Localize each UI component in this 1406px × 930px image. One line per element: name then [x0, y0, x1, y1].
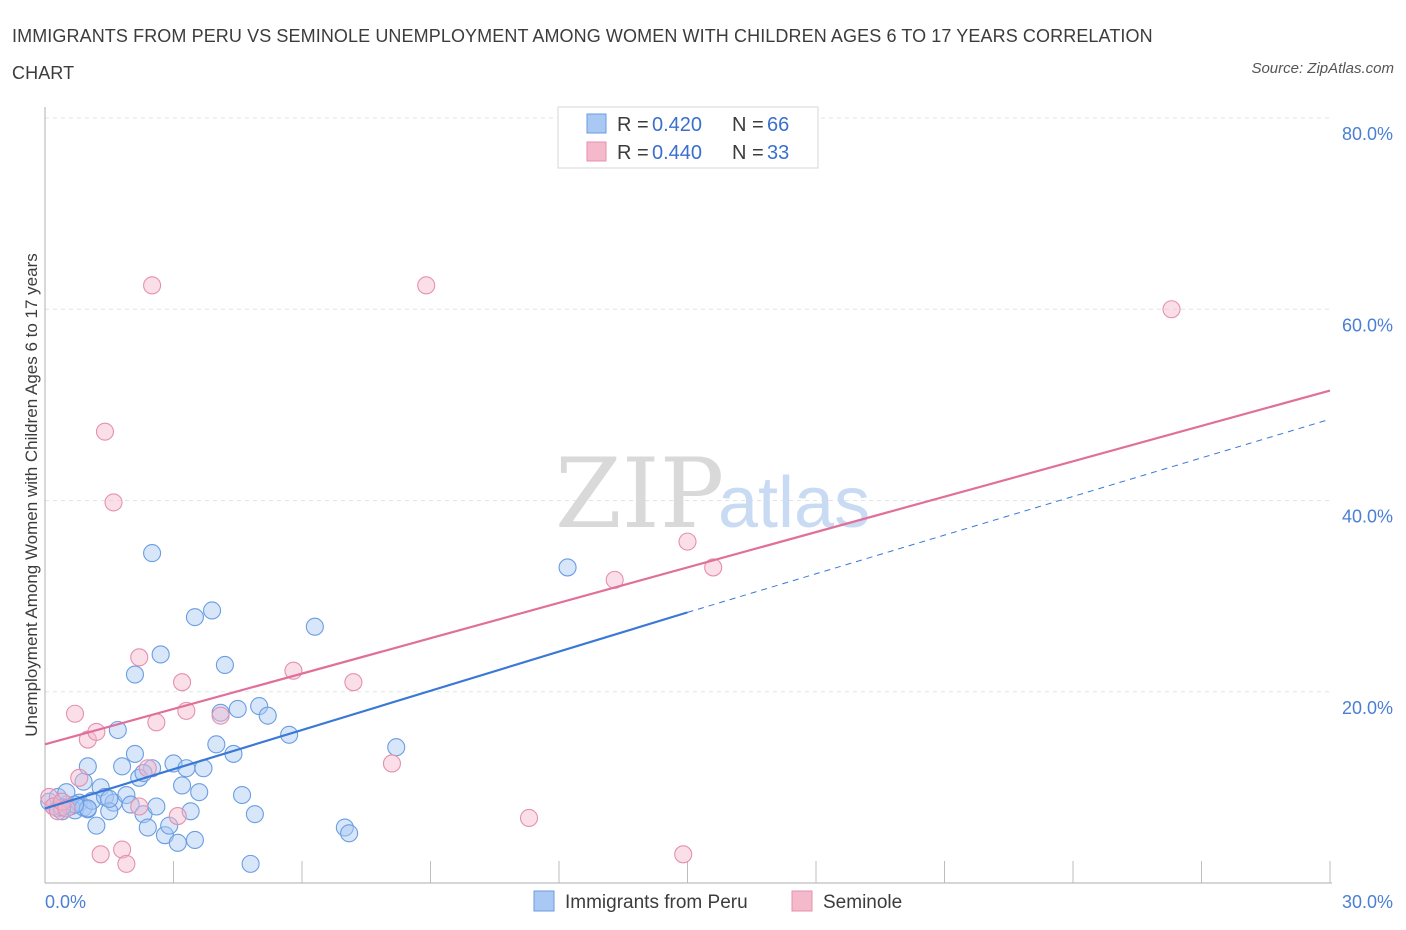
y-tick-label: 40.0% — [1342, 507, 1393, 527]
point-seminole — [113, 840, 132, 859]
point-seminole — [417, 276, 436, 295]
point-peru — [147, 797, 166, 816]
trend-line-peru-extension — [687, 418, 1331, 613]
legend-n-value-1: 66 — [767, 114, 789, 136]
point-peru — [245, 805, 264, 824]
point-seminole — [130, 648, 149, 667]
point-seminole — [704, 558, 723, 577]
legend-n-value-2: 33 — [767, 142, 789, 164]
point-seminole — [70, 768, 89, 787]
point-seminole — [678, 532, 697, 551]
legend-swatch-pink — [586, 141, 607, 162]
gridlines — [45, 117, 1330, 693]
legend-r-value-2: 0.440 — [652, 142, 702, 164]
point-peru — [113, 757, 132, 776]
point-peru — [185, 608, 204, 627]
legend-r-label-2: R = — [617, 142, 649, 164]
point-peru — [207, 735, 226, 754]
point-peru — [173, 776, 192, 795]
point-peru — [228, 699, 247, 719]
stats-legend: R = 0.420 N = 66 R = 0.440 N = 33 — [557, 106, 819, 169]
point-seminole — [519, 808, 539, 828]
point-peru — [232, 785, 252, 805]
legend-n-label-2: N = — [732, 142, 764, 164]
legend-label-peru: Immigrants from Peru — [565, 892, 748, 913]
point-seminole — [674, 845, 693, 864]
point-peru — [125, 665, 144, 684]
x-tick-labels: 0.0% 30.0% — [45, 892, 1393, 912]
point-peru — [340, 824, 359, 843]
point-peru — [87, 816, 106, 835]
watermark-zip: ZIP — [555, 438, 724, 550]
point-seminole — [382, 754, 402, 773]
y-tick-label: 20.0% — [1342, 698, 1393, 718]
point-peru — [558, 558, 577, 577]
point-peru — [143, 544, 162, 563]
point-peru — [117, 785, 136, 805]
legend-r-label-1: R = — [617, 114, 649, 136]
point-seminole — [95, 422, 115, 441]
point-peru — [258, 706, 277, 725]
y-tick-label: 60.0% — [1342, 315, 1393, 335]
legend-swatch-seminole — [791, 890, 813, 912]
point-peru — [168, 833, 187, 852]
legend-n-label-1: N = — [732, 114, 764, 136]
trend-lines — [44, 389, 1331, 810]
y-tick-label: 80.0% — [1342, 124, 1393, 144]
point-seminole — [173, 673, 192, 692]
point-seminole — [91, 845, 110, 864]
point-peru — [100, 802, 119, 821]
legend-swatch-blue — [586, 113, 607, 134]
point-peru — [305, 617, 324, 636]
point-peru — [190, 783, 209, 802]
point-peru — [387, 738, 406, 757]
trend-line-seminole — [44, 389, 1331, 746]
point-peru — [185, 830, 204, 850]
x-tick-label: 0.0% — [45, 892, 86, 912]
source-label: Source: ZipAtlas.com — [1251, 60, 1394, 77]
point-seminole — [211, 706, 230, 725]
point-peru — [100, 789, 119, 808]
y-tick-labels: 20.0% 40.0% 60.0% 80.0% — [1342, 124, 1393, 718]
chart-title: IMMIGRANTS FROM PERU VS SEMINOLE UNEMPLO… — [12, 26, 1153, 83]
point-seminole — [104, 493, 123, 512]
point-seminole — [65, 704, 85, 723]
point-seminole — [143, 276, 162, 295]
series-seminole — [40, 276, 1181, 873]
legend-r-value-1: 0.420 — [652, 114, 702, 136]
point-peru — [151, 645, 170, 664]
point-seminole — [130, 797, 149, 816]
point-peru — [125, 744, 144, 763]
point-peru — [215, 655, 234, 675]
trend-line-peru — [44, 611, 688, 810]
point-seminole — [168, 807, 187, 826]
point-seminole — [344, 673, 363, 692]
point-seminole — [117, 854, 136, 873]
y-axis-title: Unemployment Among Women with Children A… — [22, 253, 41, 737]
series-immigrants-from-peru — [40, 544, 577, 873]
series-legend: Immigrants from Peru Seminole — [533, 890, 902, 913]
legend-label-seminole: Seminole — [823, 892, 902, 913]
point-seminole — [1162, 300, 1181, 319]
point-peru — [241, 854, 260, 873]
point-peru — [203, 601, 222, 620]
x-axis-ticks — [44, 861, 1331, 883]
point-peru — [138, 818, 157, 837]
x-tick-label: 30.0% — [1342, 892, 1393, 912]
legend-swatch-peru — [533, 890, 555, 912]
watermark-atlas: atlas — [718, 463, 870, 543]
